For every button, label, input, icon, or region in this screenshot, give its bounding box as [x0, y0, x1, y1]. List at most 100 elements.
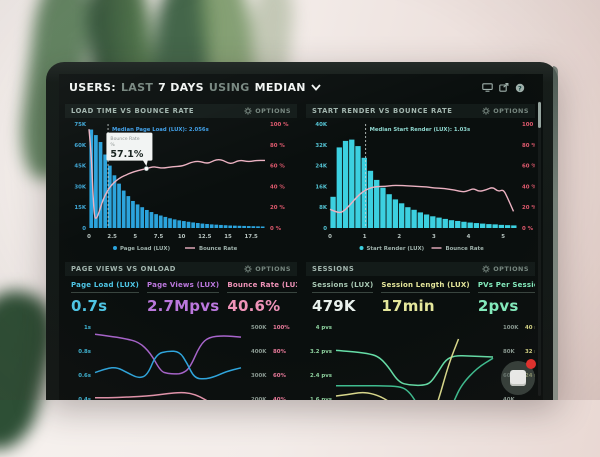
- metric-page-views: Page Views (LUX) 2.7Mpvs: [147, 281, 220, 315]
- metric-value: 2pvs: [477, 297, 519, 315]
- histogram-bar: [405, 207, 411, 228]
- histogram-bar: [117, 183, 121, 228]
- metric-label: Session Length (LUX): [381, 281, 470, 293]
- dashboard-screen: USERS: LAST 7 DAYS USING MEDIAN: [59, 74, 543, 400]
- bounce-rate-line: [88, 129, 265, 219]
- range-prefix: LAST: [120, 81, 154, 94]
- notification-widget-button[interactable]: [501, 359, 536, 395]
- sessions-chart[interactable]: 4 pvs 3.2 pvs 2.4 pvs 1.6 pvs 100K 40 min 80K 3…: [306, 317, 535, 400]
- histogram-bar: [205, 223, 209, 228]
- laptop-bezel-edge: [553, 66, 558, 400]
- panel-load-time: LOAD TIME VS BOUNCE RATE OPTIONS 75K 60K 4…: [65, 104, 297, 254]
- aggregation-value[interactable]: MEDIAN: [254, 81, 306, 94]
- y2-axis-tick: 40 %: [270, 184, 285, 190]
- histogram-bar: [228, 225, 233, 228]
- start-render-vs-bounce-chart[interactable]: 40K 32K 24K 16K 8K 0 100 % 80 % 60 % 40 % 20 % 0 % 0…: [306, 118, 535, 254]
- gear-icon: [482, 265, 490, 273]
- series-line: [335, 338, 460, 400]
- series-line: [94, 333, 242, 375]
- legend-marker-dot: [113, 246, 117, 250]
- y-axis-tick: 8K: [319, 205, 328, 211]
- y2-axis-tick: 80 %: [270, 143, 285, 149]
- y-axis-tick: 1.6 pvs: [310, 397, 332, 400]
- histogram-bar: [223, 225, 228, 228]
- panel-title: START RENDER VS BOUNCE RATE: [312, 107, 453, 115]
- y-axis-tick: 75K: [74, 122, 87, 128]
- histogram-bar: [455, 220, 461, 228]
- histogram-bar: [214, 224, 219, 228]
- histogram-bar: [121, 190, 126, 228]
- y2-axis-tick: 40 min: [525, 325, 535, 331]
- share-icon[interactable]: [499, 83, 509, 92]
- histogram-bar: [511, 225, 517, 228]
- histogram-bar: [191, 222, 196, 228]
- histogram-bar: [98, 142, 103, 228]
- y-axis-tick: 24K: [315, 164, 328, 170]
- metric-bounce-rate: Bounce Rate (LUX) 40.6%: [227, 281, 297, 315]
- tooltip-pointer: [142, 159, 148, 167]
- histogram-bar: [380, 187, 386, 228]
- histogram-bar: [126, 196, 131, 228]
- histogram-bar: [504, 225, 511, 228]
- scrollbar-thumb[interactable]: [538, 102, 541, 128]
- x-axis-tick: 0: [87, 234, 91, 240]
- chevron-down-icon[interactable]: [311, 84, 321, 91]
- gear-icon: [244, 107, 252, 115]
- panel-header: LOAD TIME VS BOUNCE RATE OPTIONS: [65, 104, 297, 118]
- histogram-bar: [423, 214, 430, 228]
- histogram-bar: [349, 139, 355, 228]
- y2-axis-tick: 400K: [251, 349, 267, 355]
- histogram-bar: [242, 225, 246, 228]
- metric-label: PVs Per Session (LUX): [477, 281, 535, 293]
- y-axis-tick: 0.6s: [78, 373, 91, 379]
- y2-axis-tick: 20 %: [522, 205, 535, 211]
- legend-label: Bounce Rate: [199, 246, 238, 252]
- histogram-bar: [386, 194, 392, 228]
- median-annotation: Median Start Render (LUX): 1.03s: [370, 127, 470, 133]
- y2-axis-tick: 200K: [251, 397, 267, 400]
- series-line: [336, 357, 494, 400]
- metric-label: Sessions (LUX): [312, 281, 374, 293]
- options-button[interactable]: OPTIONS: [482, 265, 529, 273]
- histogram-bar: [172, 219, 177, 228]
- metric-value: 40.6%: [227, 297, 281, 315]
- series-line: [94, 391, 208, 400]
- y-axis-tick: 1s: [84, 325, 91, 331]
- metric-pvs-per-session: PVs Per Session (LUX) 2pvs: [477, 281, 535, 315]
- options-button[interactable]: OPTIONS: [244, 265, 291, 273]
- page-views-vs-onload-chart[interactable]: 1s 0.8s 0.6s 0.4s 500K 100% 400K 80% 300K 60% 200K…: [65, 317, 297, 400]
- y-axis-tick: 30K: [74, 184, 87, 190]
- gear-icon: [482, 107, 490, 115]
- options-label: OPTIONS: [255, 265, 291, 273]
- x-axis-tick: 12.5: [198, 234, 212, 240]
- y-axis-tick: 2.4 pvs: [310, 373, 332, 379]
- histogram-bar: [112, 175, 117, 228]
- y2-axis-tick: 100%: [273, 325, 290, 331]
- histogram-bar: [417, 212, 423, 228]
- histogram-bar: [461, 221, 467, 228]
- scrollbar-track[interactable]: [538, 101, 541, 396]
- metric-value: 0.7s: [71, 297, 108, 315]
- metric-value: 2.7Mpvs: [147, 297, 220, 315]
- series-line: [335, 349, 494, 387]
- tooltip-label: Bounce Rate: [110, 136, 139, 142]
- histogram-bar: [89, 129, 94, 228]
- options-button[interactable]: OPTIONS: [482, 107, 529, 115]
- metric-value: 479K: [312, 297, 356, 315]
- histogram-bar: [256, 226, 260, 228]
- y-axis-tick: 16K: [315, 184, 328, 190]
- gear-icon: [244, 265, 252, 273]
- histogram-bar: [411, 209, 417, 228]
- help-icon[interactable]: ?: [515, 83, 525, 93]
- tooltip-value: 57.1%: [110, 149, 143, 160]
- range-value[interactable]: 7 DAYS: [158, 81, 204, 94]
- display-icon[interactable]: [482, 83, 493, 92]
- options-button[interactable]: OPTIONS: [244, 107, 291, 115]
- laptop-screen: USERS: LAST 7 DAYS USING MEDIAN: [46, 62, 558, 400]
- metrics-row: Page Load (LUX) 0.7s Page Views (LUX) 2.…: [65, 276, 297, 317]
- histogram-bar: [430, 216, 436, 228]
- histogram-bar: [237, 225, 242, 228]
- histogram-bar: [209, 224, 214, 228]
- histogram-bar: [260, 226, 265, 228]
